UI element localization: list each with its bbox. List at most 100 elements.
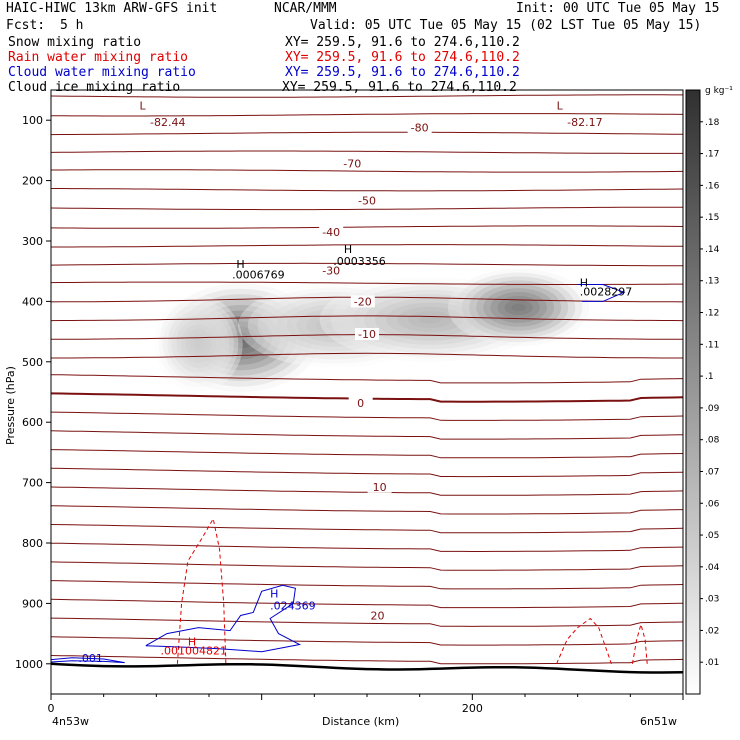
temperature-contour (51, 225, 683, 229)
snow-blob-0-ring-5 (200, 310, 281, 365)
contour-label-backdrop (407, 121, 432, 134)
snow-blob-0-ring-8 (224, 326, 257, 349)
colorbar-tick-label: .17 (705, 150, 719, 160)
y-tick-label: 100 (22, 114, 43, 127)
x-tick-label: 200 (462, 702, 483, 715)
contour-label-backdrop (355, 194, 379, 207)
temperature-contour (51, 411, 683, 421)
snow-blob-2-ring-8 (408, 311, 453, 328)
header-org: NCAR/MMM (274, 1, 337, 16)
temperature-contour (51, 580, 683, 590)
temperature-contour (51, 94, 683, 98)
temperature-contour (51, 524, 683, 534)
y-tick-label: 500 (22, 356, 43, 369)
rain-contours (176, 517, 648, 664)
field-snow-name: Snow mixing ratio (8, 35, 142, 50)
cloud-water-contour (51, 657, 125, 664)
cloud-water-contours (51, 284, 626, 664)
terrain-line (51, 662, 683, 674)
header-valid: Valid: 05 UTC Tue 05 May 15 (02 LST Tue … (310, 18, 702, 33)
temperature-contour-label: -40 (322, 226, 340, 239)
temperature-contour-label: -30 (322, 265, 340, 278)
snow-blob-2-ring-4 (363, 294, 497, 345)
field-maximum-label: .0006769 (232, 268, 285, 281)
contour-label-backdrop (355, 328, 379, 341)
snow-blob-1-ring-2 (257, 291, 414, 360)
y-tick-label: 600 (22, 416, 43, 429)
header-init: Init: 00 UTC Tue 05 May 15 (516, 1, 720, 16)
temperature-contour (51, 206, 683, 211)
colorbar-tick-label: .11 (705, 340, 719, 350)
temperature-contour (51, 430, 683, 440)
colorbar: .01 .02 .03 .04 .05 .06 .07 .08 .09 .1 .11 .12 .13 .1… (685, 89, 720, 695)
y-tick-label: 900 (22, 597, 43, 610)
temperature-contour (51, 467, 683, 478)
field-cloudwater-xy: XY= 259.5, 91.6 to 274.6,110.2 (285, 65, 520, 80)
colorbar-tick-label: .08 (705, 436, 720, 446)
temperature-contour (51, 244, 683, 248)
contour-label-backdrop (367, 480, 392, 493)
colorbar-tick-label: .04 (705, 563, 720, 573)
field-maximum-label: H (188, 636, 196, 649)
field-rain-name: Rain water mixing ratio (8, 50, 189, 65)
y-tick-label: 300 (22, 235, 43, 248)
colorbar-tick-label: .13 (705, 277, 719, 287)
snow-blob-0-ring-9 (232, 332, 249, 344)
snow-blob-1-ring-9 (325, 321, 346, 330)
temperature-contour-label: 0 (357, 397, 364, 410)
snow-blob-1-ring-6 (296, 308, 375, 343)
field-maximum-label: H (344, 243, 352, 256)
snow-blob-1-ring-8 (315, 317, 355, 335)
snow-blob-1-ring-3 (267, 295, 404, 356)
temperature-contour (51, 636, 683, 646)
x-left-label: 4n53w (52, 715, 89, 728)
contour-label-backdrop (365, 609, 390, 622)
field-maximum-label: .0028297 (580, 285, 633, 298)
contour-label-backdrop (350, 295, 375, 308)
colorbar-tick-label: .03 (705, 595, 719, 605)
snow-blob-2-ring-0 (319, 277, 541, 362)
temperature-contour (51, 169, 683, 173)
colorbar-tick-label: .02 (705, 626, 719, 636)
temperature-contour-label: -50 (358, 195, 376, 208)
contour-label-backdrop (319, 264, 344, 277)
snow-blob-3-ring-8 (504, 299, 533, 316)
temperature-extreme-label: L (139, 99, 146, 112)
rain-contour (176, 517, 227, 664)
temperature-extreme-label: L (557, 99, 564, 112)
snow-blob-0-ring-2 (176, 294, 305, 382)
temperature-extreme-label: -82.17 (567, 116, 602, 129)
field-cloudice-xy: XY= 259.5, 91.6 to 274.6,110.2 (282, 80, 517, 95)
snow-blob-0-ring-1 (168, 288, 313, 387)
snow-blob-1-ring-1 (247, 287, 423, 364)
temperature-contour (51, 188, 683, 192)
field-maximum-label: H (580, 276, 588, 289)
temperature-contour (51, 449, 683, 459)
temperature-contour-label: -70 (343, 158, 361, 171)
snow-blob-4-ring-3 (167, 309, 230, 378)
field-maximum-label: H (236, 258, 244, 271)
colorbar-tick-label: .06 (705, 499, 720, 509)
temperature-contour (51, 150, 683, 154)
snow-blob-4-ring-9 (194, 338, 203, 349)
temperature-contour-label: -80 (411, 121, 429, 134)
colorbar-tick-label: .15 (705, 213, 719, 223)
snow-blob-1-ring-7 (306, 312, 365, 339)
y-axis-label: Pressure (hPa) (4, 366, 17, 445)
colorbar-tick-label: .12 (705, 309, 719, 319)
snow-blob-3-ring-5 (483, 288, 555, 327)
rain-contour (631, 622, 648, 664)
contour-label-backdrop (319, 225, 344, 238)
snow-blob-3-ring-0 (447, 268, 590, 347)
field-maximum-label: .001004821 (161, 645, 227, 658)
colorbar-tick-label: .18 (705, 118, 720, 128)
field-snow-xy: XY= 259.5, 91.6 to 274.6,110.2 (285, 35, 520, 50)
temperature-contour (51, 542, 683, 552)
colorbar-bar (685, 89, 701, 695)
y-tick-label: 800 (22, 537, 43, 550)
temperature-contour (51, 561, 683, 571)
snow-blob-3-ring-2 (462, 276, 576, 339)
y-tick-label: 1000 (15, 658, 43, 671)
